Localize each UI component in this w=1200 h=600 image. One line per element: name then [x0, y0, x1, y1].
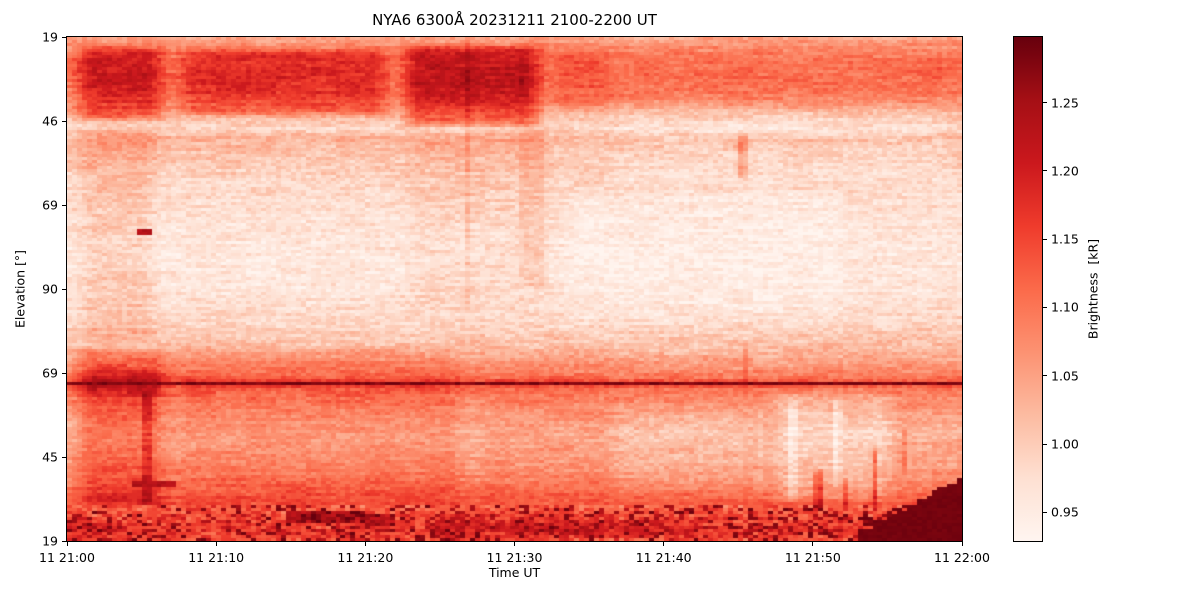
y-tick-label: 46: [42, 113, 58, 129]
y-tick-label: 69: [42, 365, 58, 381]
y-tick-label: 19: [42, 533, 58, 549]
plot-area: [66, 36, 963, 542]
x-tick-mark: [514, 542, 515, 546]
y-tick-mark: [62, 540, 66, 542]
x-tick-label: 11 21:10: [188, 550, 245, 565]
colorbar-tick-mark: [1043, 306, 1047, 308]
x-tick-label: 11 21:40: [635, 550, 692, 565]
x-tick-mark: [961, 542, 963, 546]
chart-title: NYA6 6300Å 20231211 2100-2200 UT: [372, 11, 657, 29]
x-tick-mark: [663, 542, 665, 546]
y-tick-mark: [62, 288, 66, 290]
y-tick-mark: [62, 204, 66, 206]
colorbar-tick-mark: [1043, 238, 1047, 240]
heatmap-canvas: [67, 37, 962, 541]
x-tick-mark: [812, 542, 814, 546]
colorbar-tick-label: 1.05: [1051, 368, 1079, 384]
colorbar-tick-label: 1.00: [1051, 436, 1079, 452]
colorbar-tick-mark: [1043, 375, 1047, 377]
colorbar-tick-label: 1.20: [1051, 163, 1079, 179]
colorbar-tick-mark: [1043, 102, 1047, 104]
colorbar-label: Brightness [kR]: [1085, 238, 1101, 340]
colorbar-gradient: [1014, 37, 1042, 541]
colorbar-tick-label: 1.25: [1051, 95, 1079, 111]
x-tick-label: 11 21:30: [486, 550, 543, 565]
colorbar-tick-label: 1.10: [1051, 299, 1079, 315]
y-tick-mark: [62, 36, 66, 38]
colorbar-tick-label: 1.15: [1051, 231, 1079, 247]
x-axis-label: Time UT: [488, 565, 541, 580]
x-tick-label: 11 21:00: [39, 550, 95, 565]
x-tick-mark: [66, 542, 68, 546]
colorbar-tick-mark: [1043, 511, 1047, 513]
y-tick-mark: [62, 120, 66, 122]
colorbar-tick-mark: [1043, 170, 1047, 172]
x-tick-label: 11 21:50: [784, 550, 841, 565]
x-tick-mark: [215, 542, 217, 546]
y-tick-label: 90: [42, 281, 58, 297]
y-tick-label: 69: [42, 197, 58, 213]
y-tick-label: 45: [42, 449, 58, 465]
y-tick-mark: [62, 456, 66, 458]
colorbar-tick-label: 0.95: [1051, 504, 1079, 520]
x-tick-mark: [364, 542, 366, 546]
y-tick-label: 19: [42, 29, 58, 45]
y-tick-mark: [62, 372, 66, 374]
y-axis-label: Elevation [°]: [12, 249, 28, 329]
colorbar: [1013, 36, 1043, 542]
x-tick-label: 11 22:00: [934, 550, 990, 565]
x-tick-label: 11 21:20: [337, 550, 394, 565]
colorbar-tick-mark: [1043, 443, 1047, 445]
